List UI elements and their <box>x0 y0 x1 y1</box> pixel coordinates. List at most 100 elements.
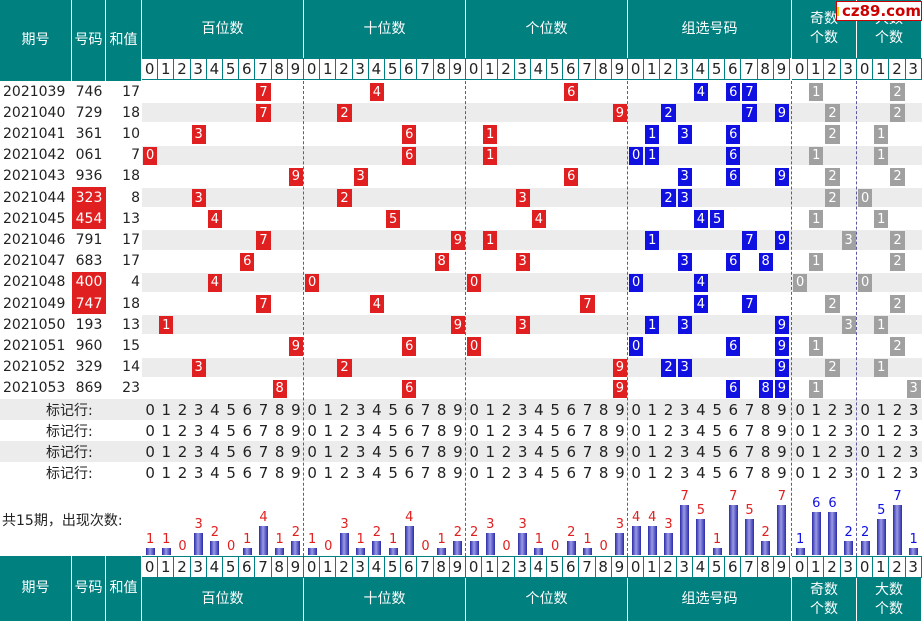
mark-digit[interactable]: 4 <box>210 400 220 419</box>
mark-digit[interactable]: 1 <box>876 442 887 461</box>
mark-digit[interactable]: 0 <box>795 400 805 419</box>
mark-digit[interactable]: 1 <box>647 400 658 419</box>
mark-digit[interactable]: 7 <box>420 421 431 440</box>
mark-digit[interactable]: 7 <box>582 442 593 461</box>
mark-digit[interactable]: 3 <box>517 400 528 419</box>
mark-digit[interactable]: 9 <box>453 463 463 482</box>
site-logo[interactable]: cz89.com <box>836 1 922 21</box>
mark-digit[interactable]: 5 <box>550 400 560 419</box>
mark-digit[interactable]: 3 <box>679 442 690 461</box>
mark-digit[interactable]: 7 <box>582 421 593 440</box>
mark-digit[interactable]: 1 <box>811 463 822 482</box>
mark-digit[interactable]: 4 <box>534 421 544 440</box>
mark-digit[interactable]: 1 <box>811 421 822 440</box>
mark-digit[interactable]: 0 <box>307 442 317 461</box>
mark-digit[interactable]: 2 <box>339 400 350 419</box>
mark-digit[interactable]: 8 <box>760 442 771 461</box>
mark-digit[interactable]: 1 <box>323 400 334 419</box>
mark-digit[interactable]: 7 <box>258 400 269 419</box>
mark-digit[interactable]: 1 <box>876 400 887 419</box>
mark-digit[interactable]: 2 <box>501 421 512 440</box>
mark-digit[interactable]: 6 <box>242 442 253 461</box>
mark-digit[interactable]: 0 <box>860 463 870 482</box>
mark-digit[interactable]: 3 <box>355 463 366 482</box>
mark-digit[interactable]: 7 <box>258 463 269 482</box>
mark-digit[interactable]: 2 <box>177 400 188 419</box>
mark-digit[interactable]: 3 <box>679 421 690 440</box>
mark-digit[interactable]: 7 <box>744 421 755 440</box>
mark-digit[interactable]: 0 <box>860 442 870 461</box>
mark-digit[interactable]: 2 <box>663 400 674 419</box>
mark-digit[interactable]: 8 <box>436 442 447 461</box>
mark-digit[interactable]: 0 <box>145 400 155 419</box>
mark-digit[interactable]: 0 <box>145 421 155 440</box>
mark-digit[interactable]: 2 <box>177 421 188 440</box>
mark-digit[interactable]: 7 <box>744 463 755 482</box>
mark-digit[interactable]: 0 <box>631 400 641 419</box>
mark-digit[interactable]: 4 <box>210 442 220 461</box>
mark-digit[interactable]: 5 <box>712 463 722 482</box>
mark-digit[interactable]: 3 <box>193 463 204 482</box>
mark-digit[interactable]: 8 <box>436 463 447 482</box>
mark-digit[interactable]: 3 <box>517 463 528 482</box>
mark-digit[interactable]: 5 <box>388 400 398 419</box>
mark-digit[interactable]: 0 <box>145 442 155 461</box>
mark-digit[interactable]: 5 <box>712 421 722 440</box>
mark-digit[interactable]: 2 <box>827 463 838 482</box>
mark-digit[interactable]: 8 <box>598 463 609 482</box>
mark-digit[interactable]: 6 <box>728 463 739 482</box>
mark-digit[interactable]: 2 <box>827 442 838 461</box>
mark-digit[interactable]: 6 <box>566 400 577 419</box>
mark-digit[interactable]: 3 <box>679 463 690 482</box>
mark-digit[interactable]: 7 <box>582 463 593 482</box>
mark-digit[interactable]: 2 <box>892 421 903 440</box>
mark-digit[interactable]: 3 <box>843 442 854 461</box>
mark-digit[interactable]: 3 <box>355 442 366 461</box>
mark-digit[interactable]: 1 <box>811 400 822 419</box>
mark-digit[interactable]: 0 <box>469 421 479 440</box>
mark-digit[interactable]: 5 <box>226 442 236 461</box>
mark-digit[interactable]: 9 <box>777 400 787 419</box>
mark-digit[interactable]: 0 <box>631 463 641 482</box>
mark-digit[interactable]: 4 <box>696 463 706 482</box>
mark-digit[interactable]: 2 <box>339 442 350 461</box>
mark-digit[interactable]: 2 <box>892 400 903 419</box>
mark-digit[interactable]: 6 <box>728 442 739 461</box>
mark-digit[interactable]: 8 <box>274 442 285 461</box>
mark-digit[interactable]: 6 <box>404 400 415 419</box>
mark-digit[interactable]: 0 <box>469 442 479 461</box>
mark-digit[interactable]: 0 <box>307 463 317 482</box>
mark-digit[interactable]: 9 <box>453 442 463 461</box>
mark-digit[interactable]: 6 <box>242 463 253 482</box>
mark-digit[interactable]: 7 <box>258 442 269 461</box>
mark-digit[interactable]: 1 <box>647 463 658 482</box>
mark-digit[interactable]: 6 <box>566 463 577 482</box>
mark-digit[interactable]: 4 <box>372 400 382 419</box>
mark-digit[interactable]: 7 <box>420 442 431 461</box>
mark-digit[interactable]: 5 <box>226 421 236 440</box>
mark-digit[interactable]: 8 <box>598 421 609 440</box>
mark-digit[interactable]: 5 <box>712 442 722 461</box>
mark-digit[interactable]: 4 <box>372 421 382 440</box>
mark-digit[interactable]: 4 <box>372 442 382 461</box>
mark-digit[interactable]: 8 <box>436 421 447 440</box>
mark-digit[interactable]: 1 <box>161 421 172 440</box>
mark-digit[interactable]: 6 <box>566 442 577 461</box>
mark-digit[interactable]: 2 <box>892 463 903 482</box>
mark-digit[interactable]: 6 <box>404 442 415 461</box>
mark-digit[interactable]: 0 <box>795 421 805 440</box>
mark-digit[interactable]: 0 <box>469 463 479 482</box>
mark-digit[interactable]: 7 <box>420 463 431 482</box>
mark-digit[interactable]: 0 <box>469 400 479 419</box>
mark-digit[interactable]: 9 <box>291 463 301 482</box>
mark-digit[interactable]: 9 <box>777 442 787 461</box>
mark-digit[interactable]: 3 <box>355 421 366 440</box>
mark-digit[interactable]: 2 <box>501 400 512 419</box>
mark-digit[interactable]: 3 <box>908 421 919 440</box>
mark-digit[interactable]: 8 <box>760 400 771 419</box>
mark-digit[interactable]: 1 <box>161 463 172 482</box>
mark-digit[interactable]: 9 <box>615 400 625 419</box>
mark-digit[interactable]: 0 <box>631 421 641 440</box>
mark-digit[interactable]: 9 <box>615 421 625 440</box>
mark-digit[interactable]: 4 <box>210 463 220 482</box>
